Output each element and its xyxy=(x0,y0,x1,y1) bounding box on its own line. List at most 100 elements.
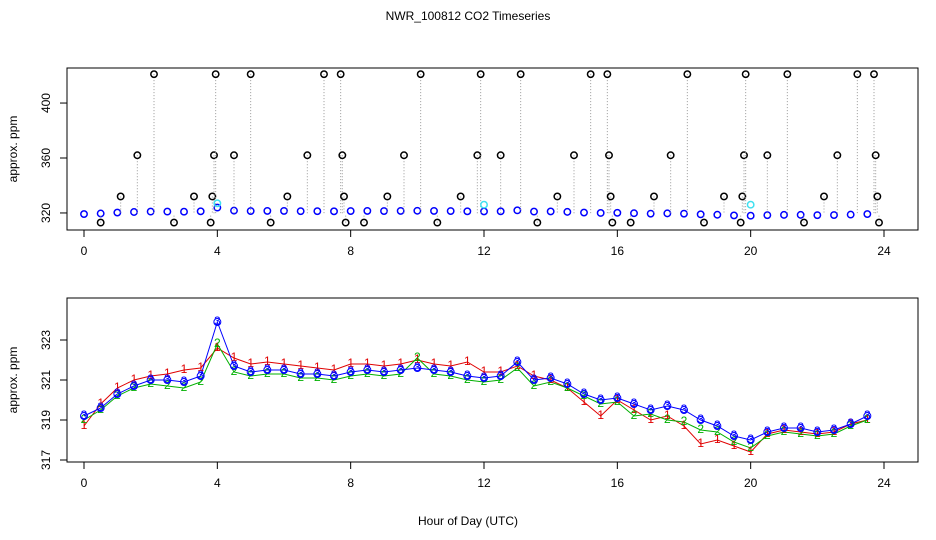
point xyxy=(283,192,292,201)
point xyxy=(263,366,272,374)
point xyxy=(796,424,805,432)
point xyxy=(666,151,675,160)
point-symbol: 3 xyxy=(797,420,804,434)
point-symbol: 1 xyxy=(97,396,104,410)
point xyxy=(596,209,605,217)
point xyxy=(446,368,455,376)
series-line xyxy=(83,342,868,449)
point xyxy=(133,151,142,160)
y-tick-label: 321 xyxy=(39,370,53,390)
point-symbol: 3 xyxy=(781,420,788,434)
point xyxy=(630,209,638,218)
point xyxy=(150,70,158,79)
point-symbol: 1 xyxy=(297,358,304,372)
point-symbol: 2 xyxy=(697,422,704,436)
point xyxy=(320,70,328,79)
point xyxy=(796,210,805,219)
point-symbol: 1 xyxy=(214,340,221,354)
point xyxy=(496,151,505,160)
point xyxy=(846,210,855,219)
point-symbol: 1 xyxy=(847,416,854,430)
point xyxy=(363,206,372,215)
point-symbol: 1 xyxy=(631,402,638,416)
point xyxy=(613,208,622,217)
x-tick-label: 4 xyxy=(214,244,221,258)
point-symbol: 2 xyxy=(681,414,688,428)
point-symbol: 3 xyxy=(131,378,138,392)
point xyxy=(863,412,872,420)
point-symbol: 1 xyxy=(764,426,771,440)
point xyxy=(230,362,238,370)
point xyxy=(513,358,522,366)
point xyxy=(213,203,222,212)
point-symbol: 1 xyxy=(131,372,138,386)
point xyxy=(416,70,425,79)
point xyxy=(211,70,220,79)
point xyxy=(413,364,422,372)
point xyxy=(516,70,525,79)
point xyxy=(400,151,408,160)
point xyxy=(190,192,198,201)
point-symbol: 3 xyxy=(547,370,554,384)
point xyxy=(96,209,105,218)
point xyxy=(208,192,217,201)
point-symbol: 1 xyxy=(614,392,621,406)
point xyxy=(396,366,405,374)
point-symbol: 2 xyxy=(847,418,854,432)
point-symbol: 1 xyxy=(481,364,488,378)
point xyxy=(596,396,605,404)
point-symbol: 3 xyxy=(681,402,688,416)
point-symbol: 1 xyxy=(714,432,721,446)
point xyxy=(113,208,122,217)
point-symbol: 2 xyxy=(664,412,671,426)
point-symbol: 3 xyxy=(581,386,588,400)
y-tick-label: 320 xyxy=(39,203,53,223)
point-symbol: 1 xyxy=(281,356,288,370)
point-symbol: 2 xyxy=(181,380,188,394)
point xyxy=(480,200,488,209)
point-symbol: 1 xyxy=(331,362,338,376)
point xyxy=(360,218,368,227)
point xyxy=(430,206,438,215)
point xyxy=(433,218,442,227)
point xyxy=(720,192,728,201)
y-tick-label: 400 xyxy=(39,93,53,113)
point-symbol: 1 xyxy=(414,352,421,366)
point xyxy=(746,211,755,220)
point-symbol: 3 xyxy=(731,428,738,442)
point-symbol: 1 xyxy=(164,366,171,380)
point-symbol: 3 xyxy=(747,432,754,446)
y-tick-label: 360 xyxy=(39,148,53,168)
point xyxy=(696,210,705,219)
point xyxy=(606,192,615,201)
point xyxy=(480,207,488,216)
point-symbol: 2 xyxy=(414,350,421,364)
point xyxy=(646,406,655,414)
point xyxy=(875,218,883,227)
point xyxy=(340,192,348,201)
point-symbol: 1 xyxy=(381,358,388,372)
point xyxy=(530,376,538,384)
point xyxy=(563,380,572,388)
point-symbol: 1 xyxy=(647,412,654,426)
point xyxy=(870,70,878,79)
point-symbol: 3 xyxy=(514,354,521,368)
x-tick-label: 24 xyxy=(877,244,891,258)
point-symbol: 3 xyxy=(364,362,371,376)
point-symbol: 1 xyxy=(597,408,604,422)
point xyxy=(266,218,275,227)
point-symbol: 2 xyxy=(97,402,104,416)
point-symbol: 3 xyxy=(464,368,471,382)
point xyxy=(730,432,738,440)
point-symbol: 3 xyxy=(297,366,304,380)
x-tick-label: 16 xyxy=(611,244,625,258)
point xyxy=(430,366,438,374)
point xyxy=(780,424,788,432)
point-symbol: 3 xyxy=(431,362,438,376)
point xyxy=(853,70,862,79)
y-axis-label: approx. ppm xyxy=(6,116,20,183)
point xyxy=(663,209,672,218)
point-symbol: 3 xyxy=(664,398,671,412)
point-symbol: 2 xyxy=(714,424,721,438)
point-symbol: 1 xyxy=(831,424,838,438)
